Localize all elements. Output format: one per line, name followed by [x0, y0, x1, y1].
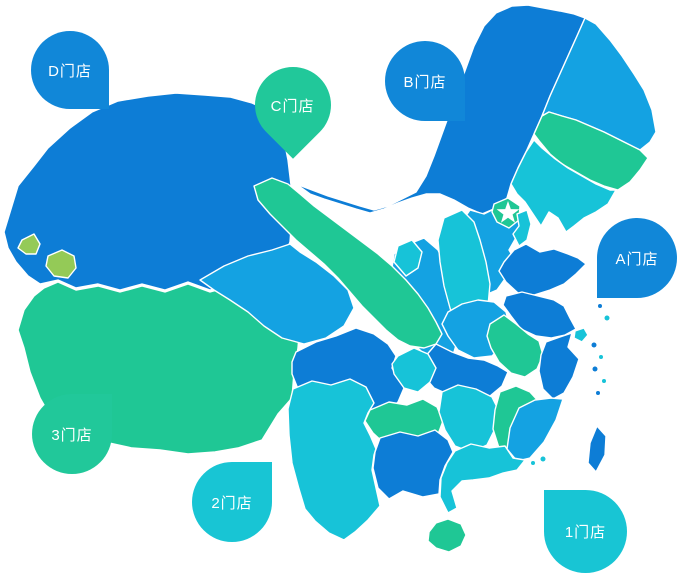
store-marker-3[interactable]: 3门店 [32, 394, 112, 474]
province-chongqing[interactable] [391, 347, 437, 393]
province-zhejiang[interactable] [538, 332, 580, 400]
capital-star-icon [496, 201, 520, 223]
province-aksai-west-1[interactable] [17, 233, 41, 255]
coastal-islands [591, 304, 602, 395]
store-marker-1-label: 1门店 [564, 524, 607, 541]
coastal-islands-cyan [531, 315, 610, 465]
province-tianjin[interactable] [512, 209, 532, 247]
island-dot [602, 379, 606, 383]
province-qinghai[interactable] [199, 243, 355, 345]
province-yunnan[interactable] [287, 378, 381, 541]
province-shanghai[interactable] [573, 327, 589, 343]
island-dot [591, 342, 597, 348]
island-dot [540, 456, 546, 462]
island-dot [531, 461, 535, 465]
province-aksai-west-2[interactable] [45, 249, 77, 279]
store-marker-a[interactable]: A门店 [597, 218, 677, 298]
province-fujian[interactable] [506, 397, 564, 462]
store-marker-b-label: B门店 [403, 73, 447, 91]
province-taiwan[interactable] [587, 425, 607, 473]
province-guangdong[interactable] [439, 443, 526, 514]
store-marker-d[interactable]: D门店 [31, 31, 109, 109]
store-marker-2[interactable]: 2门店 [192, 462, 272, 542]
island-dot [596, 391, 600, 395]
province-guangxi[interactable] [372, 429, 454, 500]
store-marker-b[interactable]: B门店 [385, 41, 465, 121]
province-hainan[interactable] [427, 518, 467, 553]
island-dot [604, 315, 610, 321]
province-ningxia[interactable] [393, 239, 423, 277]
store-marker-2-label: 2门店 [211, 494, 253, 512]
store-marker-1[interactable]: 1门店 [544, 490, 627, 573]
store-marker-3-label: 3门店 [51, 426, 93, 444]
store-marker-a-label: A门店 [615, 250, 659, 268]
store-marker-d-label: D门店 [48, 62, 92, 80]
province-anhui[interactable] [486, 314, 544, 378]
province-hunan[interactable] [438, 384, 500, 453]
store-marker-c-label: C门店 [271, 97, 315, 115]
province-jiangsu[interactable] [502, 291, 577, 339]
island-dot [598, 304, 602, 308]
province-shandong[interactable] [498, 243, 587, 296]
province-xinjiang[interactable] [3, 92, 293, 291]
island-dot [599, 355, 603, 359]
island-dot [592, 366, 598, 372]
province-liaoning[interactable] [510, 139, 617, 233]
